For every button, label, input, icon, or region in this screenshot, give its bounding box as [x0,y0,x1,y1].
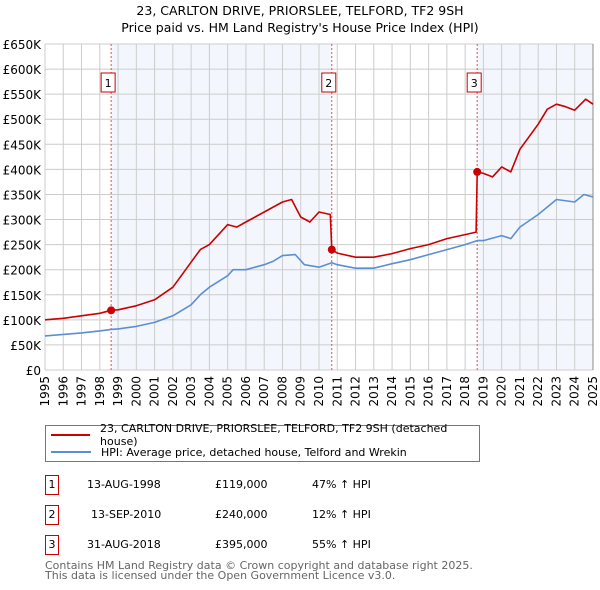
x-tick-label: 1998 [93,376,107,407]
table-row: 2 13-SEP-2010 £240,000 12% ↑ HPI [45,505,465,525]
y-tick-label: £500K [3,113,43,127]
sale-label-box [100,72,116,93]
x-tick-label: 2006 [239,376,253,407]
sale-date: 13-AUG-1998 [87,478,161,491]
legend-label-property: 23, CARLTON DRIVE, PRIORSLEE, TELFORD, T… [100,422,448,448]
sale-date: 31-AUG-2018 [87,538,161,551]
x-tick-label: 2000 [129,376,143,407]
x-tick-label: 2010 [312,376,326,407]
x-tick-label: 2002 [166,376,180,407]
x-tick-label: 2022 [531,376,545,407]
chart-subtitle: Price paid vs. HM Land Registry's House … [121,20,479,35]
x-tick-label: 2014 [385,376,399,407]
y-tick-label: £550K [3,88,43,102]
legend-swatch-property [51,434,91,436]
table-row: 3 31-AUG-2018 £395,000 55% ↑ HPI [45,535,465,555]
legend-swatch-hpi [51,451,91,453]
x-tick-label: 2024 [568,376,582,407]
x-tick-label: 2007 [257,376,271,407]
sale-point [107,306,116,315]
chart-title: 23, CARLTON DRIVE, PRIORSLEE, TELFORD, T… [136,3,464,18]
footer-copyright: Contains HM Land Registry data © Crown c… [45,559,473,572]
x-tick-label: 2023 [549,376,563,407]
price-chart: £0 £50K £100K £150K £200K £250K £300K £350K £400… [3,38,600,407]
sale-price: £395,000 [215,538,268,551]
y-tick-label: £600K [3,63,43,77]
x-tick-label: 2009 [294,376,308,407]
sale-price: £119,000 [215,478,268,491]
x-tick-label: 2020 [495,376,509,407]
table-row: 1 13-AUG-1998 £119,000 47% ↑ HPI [45,475,465,495]
y-tick-label: £300K [3,214,43,228]
y-tick-label: £250K [3,239,43,253]
sale-hpi-diff: 12% ↑ HPI [312,508,371,521]
footer-license: This data is licensed under the Open Gov… [45,569,396,582]
x-tick-label: 1997 [75,376,89,407]
sale-point [327,245,336,254]
y-tick-label: £100K [3,314,43,328]
x-tick-label: 2015 [403,376,417,407]
hpi-line [44,193,594,337]
x-tick-label: 2003 [184,376,198,407]
x-tick-label: 2016 [422,376,436,407]
legend-item-property: 23, CARLTON DRIVE, PRIORSLEE, TELFORD, T… [46,422,479,448]
x-tick-label: 2005 [221,376,235,407]
x-tick-label: 2017 [440,376,454,407]
x-tick-label: 2011 [330,376,344,407]
sale-label: 2 [325,77,332,90]
x-tick-label: 2012 [349,376,363,407]
sale-label-box [466,72,482,93]
sale-price: £240,000 [215,508,268,521]
x-tick-label: 1995 [38,376,52,407]
shaded-period [111,44,332,370]
x-tick-label: 2018 [458,376,472,407]
sale-hpi-diff: 55% ↑ HPI [312,538,371,551]
y-tick-label: £200K [3,264,43,278]
x-tick-label: 2013 [367,376,381,407]
y-tick-label: £50K [10,339,42,353]
y-tick-label: £650K [3,38,43,52]
y-tick-label: £0 [26,364,41,378]
legend-label-hpi: HPI: Average price, detached house, Telf… [101,445,407,459]
y-tick-label: £150K [3,289,43,303]
sale-badge: 2 [45,505,59,525]
sale-label-box [321,72,337,93]
x-tick-label: 2008 [275,376,289,407]
legend: 23, CARLTON DRIVE, PRIORSLEE, TELFORD, T… [45,422,480,462]
y-tick-label: £350K [3,188,43,202]
y-tick-label: £400K [3,163,43,177]
x-tick-label: 2004 [202,376,216,407]
legend-item-hpi: HPI: Average price, detached house, Telf… [46,444,407,460]
sale-label: 3 [471,77,478,90]
sale-badge: 1 [45,475,59,495]
x-tick-label: 2025 [586,376,600,407]
y-tick-label: £450K [3,138,43,152]
sale-date: 13-SEP-2010 [91,508,162,521]
sale-badge: 3 [45,535,59,555]
sale-label: 1 [105,77,112,90]
x-tick-label: 2001 [148,376,162,407]
x-tick-label: 1996 [56,376,70,407]
x-tick-label: 2019 [476,376,490,407]
shaded-period [477,44,593,370]
sale-point [473,167,482,176]
sale-hpi-diff: 47% ↑ HPI [312,478,371,491]
x-tick-label: 1999 [111,376,125,407]
x-tick-label: 2021 [513,376,527,407]
